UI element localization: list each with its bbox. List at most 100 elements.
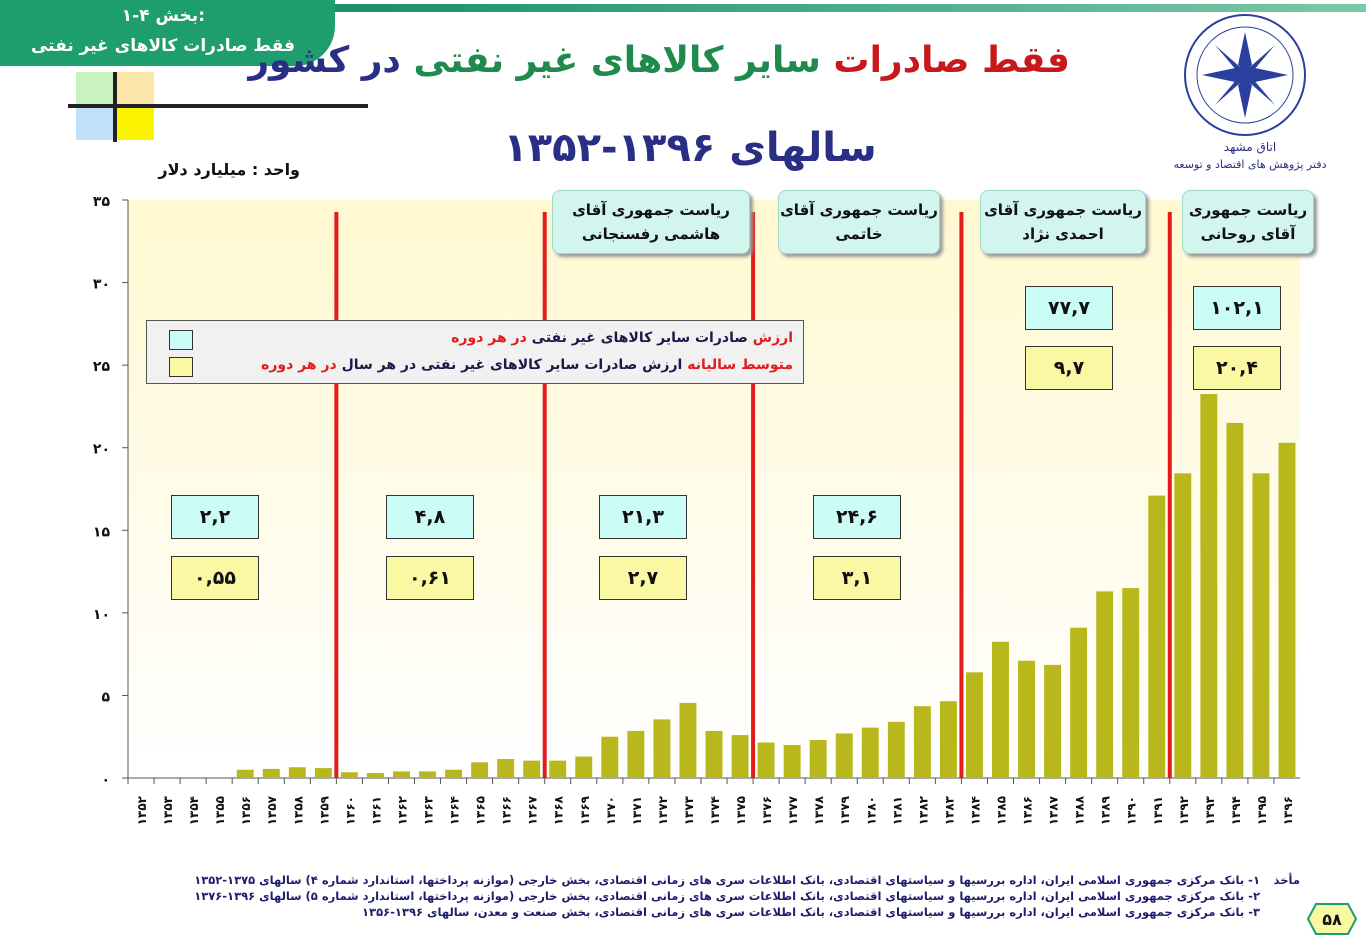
x-tick-label: ۱۳۶۸ (552, 795, 566, 825)
title-part-green: سایر کالاهای غیر نفتی (413, 40, 821, 81)
legend-text-part: متوسط سالیانه (687, 357, 793, 373)
source-line: ۲- بانک مرکزی جمهوری اسلامی ایران، اداره… (194, 889, 1260, 903)
x-tick-label: ۱۳۹۶ (1281, 796, 1295, 825)
bar (314, 768, 332, 778)
y-axis: ۰ ۵ ۱۰ ۱۵ ۲۰ ۲۵ ۳۰ ۳۵ (93, 194, 129, 788)
period-avg-3: ۲,۷ (599, 556, 687, 600)
x-tick-label: ۱۳۷۷ (786, 795, 800, 825)
x-tick-label: ۱۳۷۴ (708, 796, 722, 825)
legend-item-avg: متوسط سالیانه ارزش صادرات سایر کالاهای غ… (261, 357, 793, 373)
period-total-2: ۴,۸ (386, 495, 474, 539)
bar (262, 768, 280, 778)
source-line: ۱- بانک مرکزی جمهوری اسلامی ایران، اداره… (194, 873, 1260, 887)
bar (471, 762, 489, 778)
x-tick-label: ۱۳۵۴ (187, 796, 201, 825)
bar (653, 719, 671, 778)
x-tick-label: ۱۳۷۲ (656, 795, 670, 825)
x-tick-label: ۱۳۷۰ (604, 796, 618, 825)
x-tick-label: ۱۳۷۵ (734, 796, 748, 825)
page-number-badge: ۵۸ (1306, 903, 1358, 935)
page-number: ۵۸ (1322, 910, 1342, 929)
x-tick-label: ۱۳۸۳ (942, 795, 956, 825)
president-name: احمدی نژاد (1022, 225, 1104, 243)
legend-text-part: ارزش (752, 330, 793, 346)
x-tick-label: ۱۳۵۶ (239, 796, 253, 825)
bar (1070, 627, 1088, 778)
bar (1096, 591, 1114, 778)
x-tick-label: ۱۳۹۴ (1229, 796, 1243, 825)
bar (1174, 473, 1192, 778)
president-line: ریاست جمهوری آقای (572, 201, 730, 219)
decor-square-yellow (116, 108, 154, 140)
president-name: آقای روحانی (1200, 225, 1296, 243)
period-avg-4: ۳,۱ (813, 556, 901, 600)
legend: ارزش صادرات سایر کالاهای غیر نفتی در هر … (146, 320, 804, 384)
x-tick-label: ۱۳۹۱ (1151, 796, 1165, 825)
x-tick-label: ۱۳۵۳ (161, 795, 175, 825)
bar (757, 742, 775, 778)
x-tick-label: ۱۳۹۲ (1177, 795, 1191, 825)
president-line: ریاست جمهوری آقای (984, 201, 1142, 219)
bars (236, 394, 1296, 778)
y-tick-label: ۲۰ (93, 442, 110, 458)
bar (887, 721, 905, 778)
title-part-red: فقط صادرات (833, 40, 1070, 81)
president-box-rouhani: ریاست جمهوری آقای روحانی (1182, 190, 1314, 254)
president-name: هاشمی رفسنجانی (581, 225, 721, 243)
x-tick-label: ۱۳۷۳ (682, 795, 696, 825)
unit-label: واحد : میلیارد دلار (158, 160, 300, 179)
bar (445, 769, 463, 778)
x-tick-label: ۱۳۶۹ (578, 795, 592, 825)
bar (965, 672, 983, 778)
legend-swatch-total (169, 330, 193, 350)
x-tick-label: ۱۳۸۹ (1099, 795, 1113, 825)
legend-text-part: در هر دوره (261, 357, 337, 373)
decor-square-blue (76, 108, 114, 140)
bar (1278, 442, 1296, 778)
legend-text-part: صادرات سایر کالاهای غیر نفتی (531, 330, 748, 346)
period-avg-6: ۲۰,۴ (1193, 346, 1281, 390)
y-tick-label: ۱۰ (93, 607, 110, 623)
y-tick-label: ۱۵ (93, 524, 111, 540)
bar (809, 740, 827, 778)
section-number: بخش ۴-۱: (121, 6, 205, 26)
section-tab: بخش ۴-۱: فقط صادرات کالاهای غیر نفتی (0, 0, 335, 66)
bar (835, 733, 853, 778)
x-tick-label: ۱۳۹۵ (1255, 796, 1269, 825)
x-tick-label: ۱۳۸۱ (890, 796, 904, 825)
bar (992, 641, 1009, 778)
president-name: خاتمی (835, 225, 883, 243)
bar (1252, 473, 1270, 778)
legend-swatch-avg (169, 357, 193, 377)
x-tick-label: ۱۳۷۱ (630, 796, 644, 825)
decor-horizontal-line (68, 104, 368, 108)
period-dividers (334, 212, 1172, 778)
bar (1044, 664, 1062, 778)
x-tick-label: ۱۳۹۳ (1203, 795, 1217, 825)
bar (913, 706, 931, 778)
x-tick-label: ۱۳۶۷ (526, 795, 540, 825)
source-line: ۳- بانک مرکزی جمهوری اسلامی ایران، اداره… (362, 905, 1260, 919)
decor-vertical-line (113, 72, 117, 142)
period-total-5: ۷۷,۷ (1025, 286, 1113, 330)
x-tick-label: ۱۳۸۶ (1021, 796, 1035, 825)
bar (601, 736, 619, 778)
title-part-blue: در کشور (248, 40, 401, 81)
source-prefix: مأخذ (1273, 873, 1300, 887)
president-line: ریاست جمهوری آقای (780, 201, 938, 219)
legend-text-part: ارزش صادرات سایر کالاهای غیر نفتی در هر … (341, 357, 683, 373)
bar (340, 772, 358, 778)
x-tick-label: ۱۳۶۲ (395, 795, 409, 825)
bar (1148, 495, 1166, 778)
top-decor-bar (330, 4, 1366, 12)
bar (497, 759, 515, 778)
org-department: دفتر پژوهش های اقتصاد و توسعه (1173, 158, 1327, 171)
x-tick-label: ۱۳۶۰ (343, 796, 357, 825)
period-total-1: ۲,۲ (171, 495, 259, 539)
y-tick-label: ۲۵ (93, 359, 111, 375)
x-tick-label: ۱۳۸۲ (916, 795, 930, 825)
x-tick-label: ۱۳۷۹ (838, 795, 852, 825)
bar (705, 730, 723, 778)
bar (679, 702, 697, 778)
